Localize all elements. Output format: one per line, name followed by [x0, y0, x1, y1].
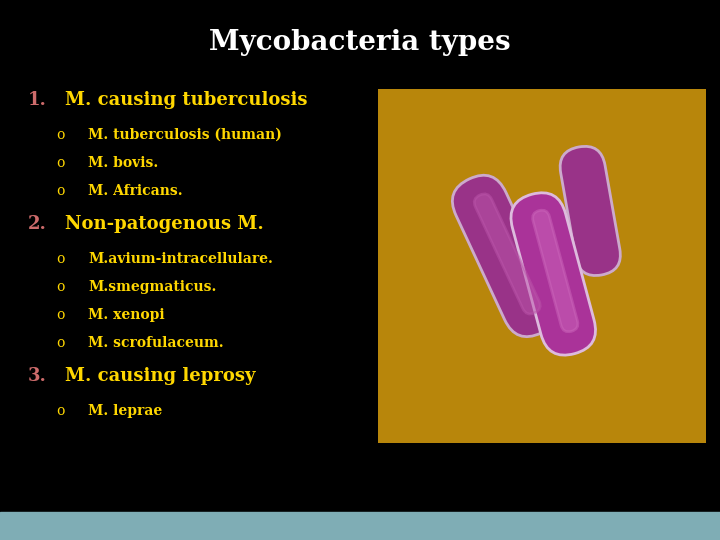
Text: 1.: 1.: [28, 91, 47, 109]
Text: M. causing tuberculosis: M. causing tuberculosis: [65, 91, 307, 109]
FancyBboxPatch shape: [511, 193, 595, 355]
Text: M. bovis.: M. bovis.: [88, 156, 158, 170]
Text: M. xenopi: M. xenopi: [88, 308, 165, 322]
Text: o: o: [56, 252, 64, 266]
FancyBboxPatch shape: [474, 194, 540, 314]
Bar: [0, 512, 720, 540]
Text: M. Africans.: M. Africans.: [88, 184, 183, 198]
Text: M. causing leprosy: M. causing leprosy: [65, 367, 256, 385]
Text: o: o: [56, 404, 64, 418]
Text: 3.: 3.: [28, 367, 47, 385]
FancyBboxPatch shape: [533, 210, 578, 332]
Text: M. leprae: M. leprae: [88, 404, 162, 418]
FancyBboxPatch shape: [560, 146, 621, 275]
Text: M.smegmaticus.: M.smegmaticus.: [88, 280, 217, 294]
Text: o: o: [56, 336, 64, 350]
Bar: [378, 89, 706, 443]
Text: Mycobacteria types: Mycobacteria types: [210, 29, 510, 56]
Text: o: o: [56, 280, 64, 294]
FancyBboxPatch shape: [452, 175, 558, 336]
Text: o: o: [56, 128, 64, 142]
Text: o: o: [56, 156, 64, 170]
Text: M. scrofulaceum.: M. scrofulaceum.: [88, 336, 224, 350]
Text: M. tuberculosis (human): M. tuberculosis (human): [88, 128, 282, 142]
Text: 2.: 2.: [28, 215, 47, 233]
Text: Non-patogenous M.: Non-patogenous M.: [65, 215, 264, 233]
Text: M.avium-intracellulare.: M.avium-intracellulare.: [88, 252, 273, 266]
Text: o: o: [56, 184, 64, 198]
Text: o: o: [56, 308, 64, 322]
